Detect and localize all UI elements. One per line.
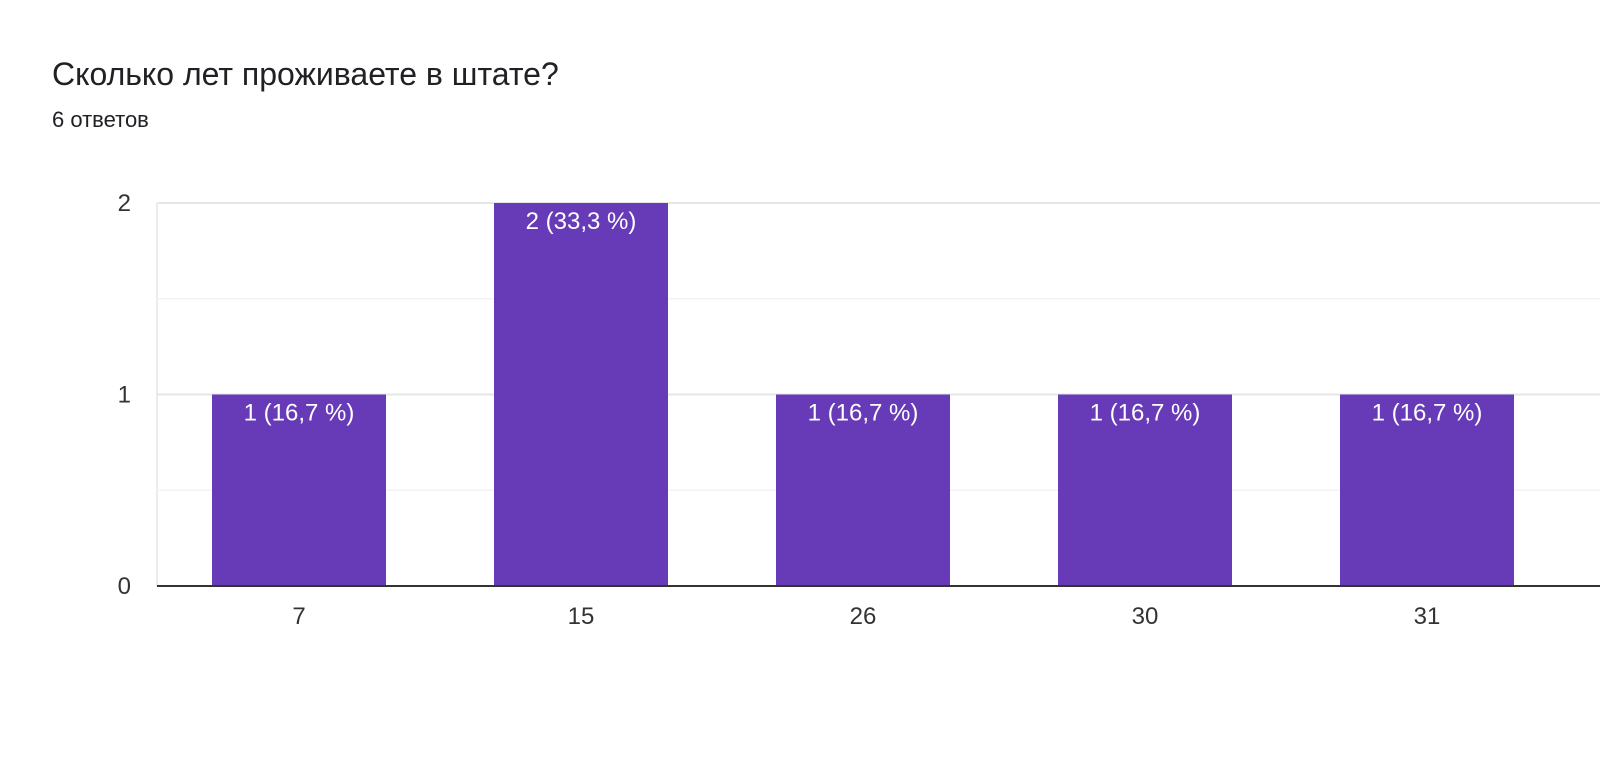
x-tick-15: 15 [568, 603, 595, 630]
bar-15 [494, 203, 668, 586]
x-tick-7: 7 [292, 603, 305, 630]
data-label-15: 2 (33,3 %) [526, 208, 637, 235]
bar-26 [776, 394, 950, 586]
bar-7 [212, 394, 386, 586]
y-axis-ticks: 0 1 2 [118, 190, 131, 600]
y-tick-2: 2 [118, 190, 131, 217]
data-label-31: 1 (16,7 %) [1372, 400, 1483, 427]
bar-30 [1058, 394, 1232, 586]
y-tick-1: 1 [118, 382, 131, 409]
data-label-7: 1 (16,7 %) [244, 400, 355, 427]
question-title: Сколько лет проживаете в штате? [52, 56, 559, 92]
bars [212, 203, 1514, 586]
bar-data-labels: 1 (16,7 %) 2 (33,3 %) 1 (16,7 %) 1 (16,7 %)… [244, 208, 1483, 427]
x-tick-31: 31 [1414, 603, 1441, 630]
x-tick-30: 30 [1132, 603, 1159, 630]
data-label-26: 1 (16,7 %) [808, 400, 919, 427]
y-tick-0: 0 [118, 573, 131, 600]
x-tick-26: 26 [850, 603, 877, 630]
response-count: 6 ответов [52, 107, 149, 132]
bar-31 [1340, 394, 1514, 586]
x-axis-ticks: 7 15 26 30 31 [292, 603, 1440, 630]
data-label-30: 1 (16,7 %) [1090, 400, 1201, 427]
